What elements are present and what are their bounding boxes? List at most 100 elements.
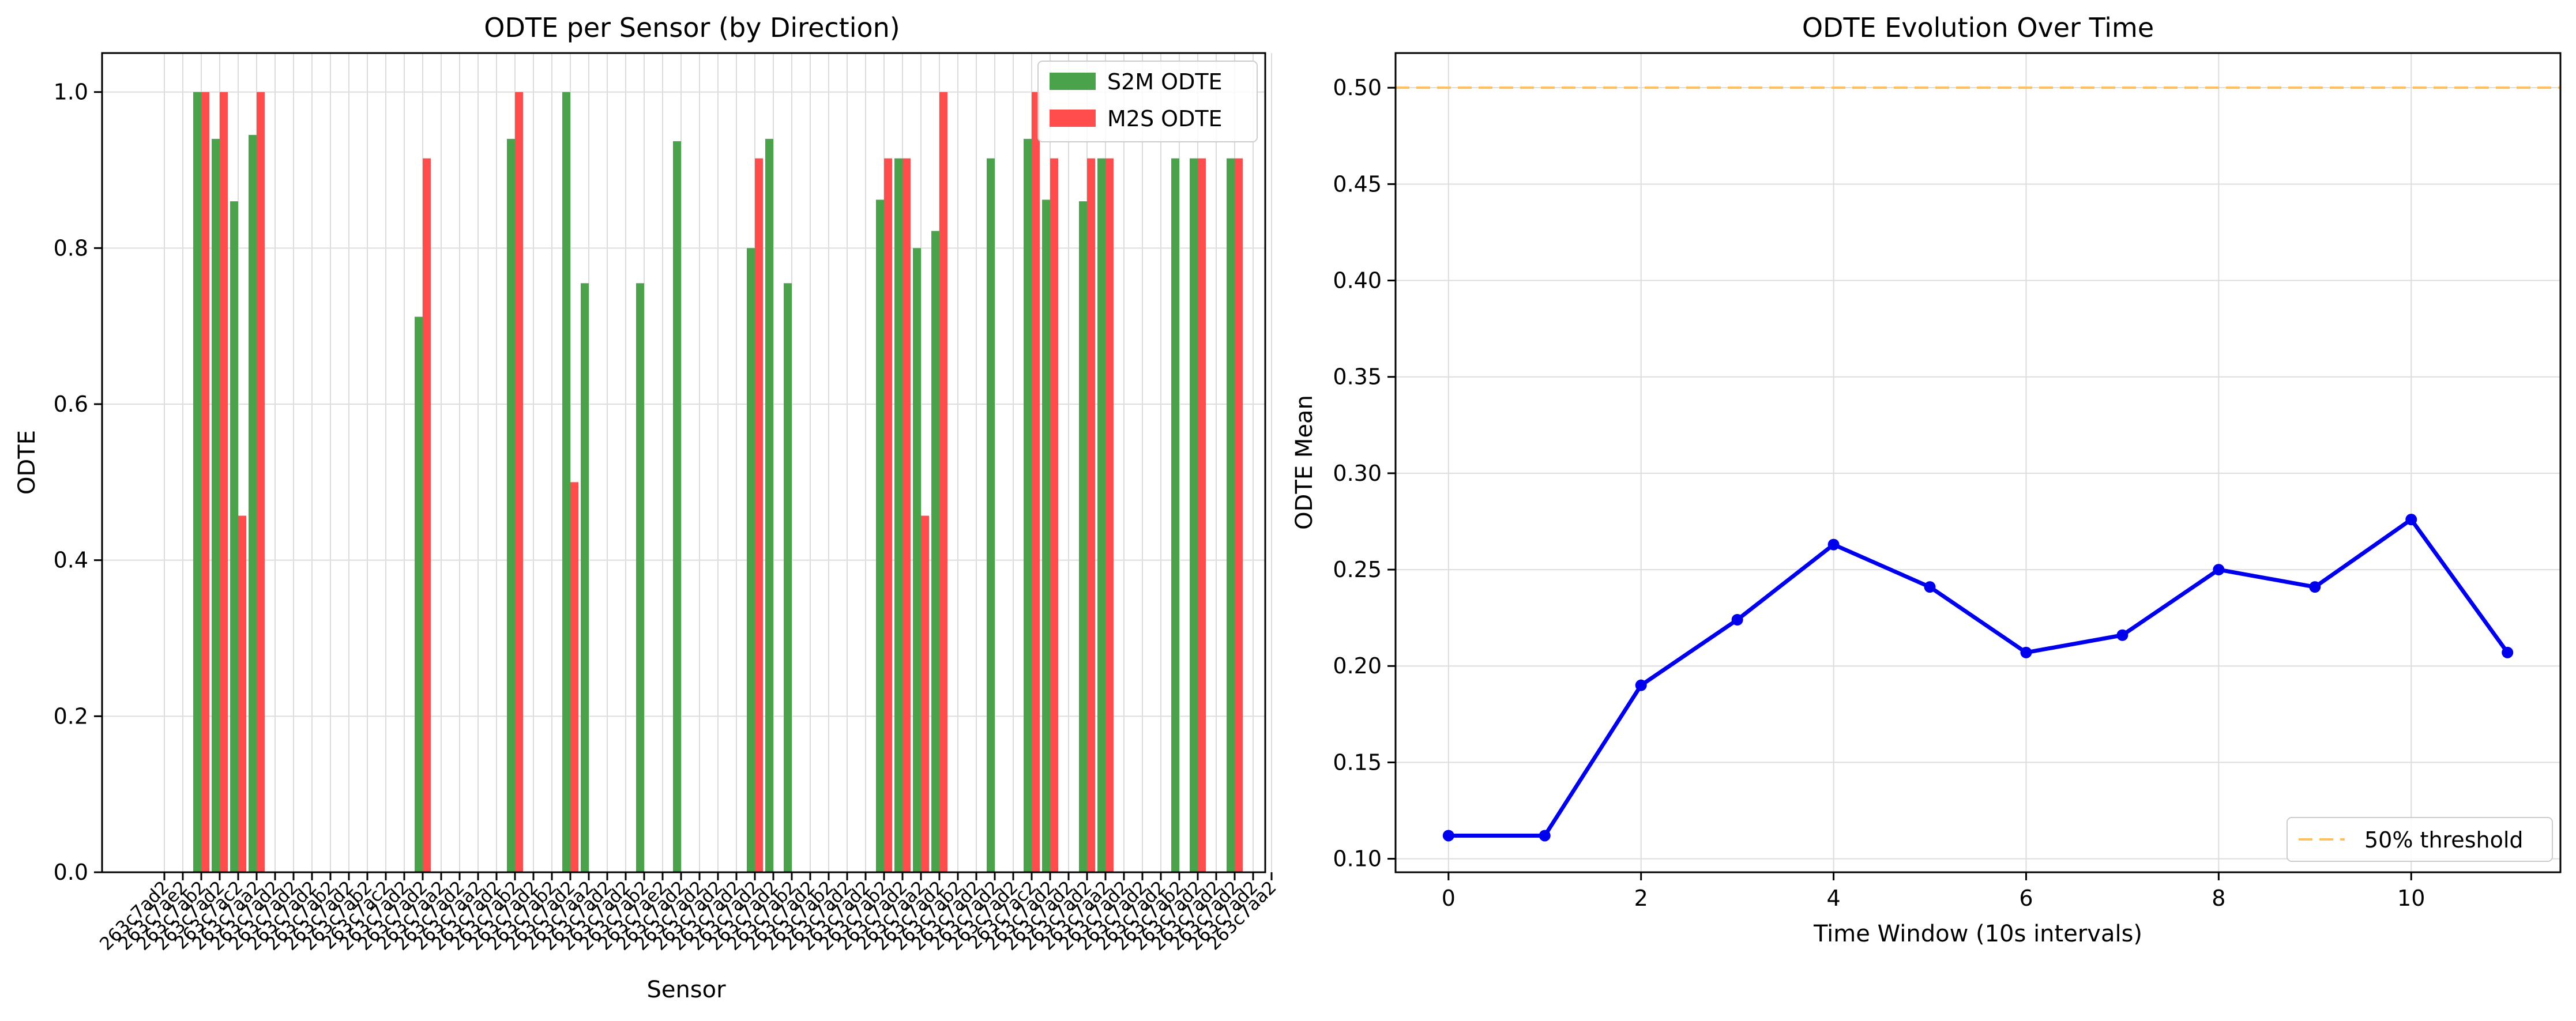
m2s-bar	[1032, 92, 1040, 873]
left-y-tick-label: 0.6	[54, 391, 88, 417]
odte-point	[2502, 646, 2514, 658]
legend-s2m-swatch	[1050, 73, 1096, 90]
legend-m2s-swatch	[1050, 110, 1096, 127]
s2m-bar	[673, 141, 681, 873]
s2m-bar	[1024, 138, 1032, 872]
left-x-axis-label: Sensor	[646, 977, 726, 1003]
s2m-bar	[1097, 158, 1105, 873]
left-y-tick-label: 0.0	[54, 860, 88, 885]
left-y-tick-label: 0.4	[54, 548, 88, 573]
odte-points	[1442, 514, 2514, 842]
s2m-bar	[1079, 201, 1087, 873]
right-legend-box	[2287, 817, 2553, 862]
odte-point	[1442, 830, 1454, 842]
left-y-tick-label: 0.2	[54, 703, 88, 729]
right-x-tick-label: 4	[1826, 886, 1840, 911]
m2s-bar	[1087, 158, 1095, 873]
right-y-tick-label: 0.20	[1333, 653, 1382, 679]
left-y-tick-label: 1.0	[54, 80, 88, 105]
odte-mean-line	[1448, 517, 2510, 838]
s2m-bar	[1227, 158, 1235, 873]
s2m-bar	[931, 231, 939, 872]
right-y-tick-label: 0.50	[1333, 75, 1382, 100]
m2s-bar	[939, 92, 947, 873]
m2s-bar	[755, 158, 763, 873]
s2m-bar	[987, 158, 995, 873]
right-x-tick-label: 0	[1442, 886, 1456, 911]
s2m-bar	[913, 248, 921, 872]
odte-point	[1635, 679, 1647, 691]
right-y-tick-label: 0.45	[1333, 171, 1382, 197]
odte-point	[2405, 514, 2417, 526]
m2s-bar	[201, 92, 209, 873]
right-y-axis: 0.10 0.15 0.20 0.25 0.30 0.35 0.40 0.45 0.50	[1333, 75, 1396, 872]
odte-point	[2020, 646, 2032, 658]
right-grid	[1396, 53, 2560, 872]
right-y-axis-label: ODTE Mean	[1291, 395, 1318, 530]
right-x-tick-label: 10	[2397, 886, 2425, 911]
m2s-bar	[423, 158, 431, 873]
s2m-bar	[507, 138, 515, 872]
left-chart-title: ODTE per Sensor (by Direction)	[484, 12, 900, 43]
legend-m2s-label: M2S ODTE	[1107, 106, 1223, 131]
left-grid	[102, 53, 1272, 873]
right-x-tick-label: 6	[2019, 886, 2033, 911]
right-x-axis: 0 2 4 6 8 10	[1442, 872, 2425, 911]
left-y-axis-label: ODTE	[14, 430, 40, 495]
odte-point	[2309, 581, 2321, 593]
odte-point	[2213, 564, 2225, 576]
m2s-bar	[1235, 158, 1243, 873]
odte-point	[1731, 613, 1743, 626]
s2m-bar	[415, 317, 423, 872]
right-x-tick-label: 2	[1634, 886, 1648, 911]
right-y-tick-label: 0.25	[1333, 557, 1382, 582]
left-plot-frame	[101, 52, 1266, 873]
s2m-bar	[581, 283, 589, 872]
s2m-bar	[1190, 158, 1198, 873]
s2m-bar	[212, 138, 220, 872]
right-x-axis-label: Time Window (10s intervals)	[1813, 921, 2142, 947]
odte-point	[1827, 538, 1840, 551]
left-y-axis: 0.0 0.2 0.4 0.6 0.8 1.0	[54, 80, 102, 885]
m2s-bar	[238, 515, 246, 872]
right-plot-frame	[1394, 52, 2562, 873]
m2s-bar	[884, 158, 892, 873]
legend-s2m-label: S2M ODTE	[1107, 69, 1223, 95]
s2m-bar	[765, 138, 773, 872]
m2s-bar	[515, 92, 523, 873]
right-x-tick-label: 8	[2212, 886, 2225, 911]
left-legend: S2M ODTE M2S ODTE	[1037, 61, 1258, 142]
left-chart-panel: ODTE per Sensor (by Direction) 0.0 0.2 0.4…	[14, 12, 1281, 1003]
m2s-bar	[1198, 158, 1206, 873]
m2s-bar	[1050, 158, 1058, 873]
right-y-tick-label: 0.40	[1333, 268, 1382, 293]
right-chart-panel: ODTE Evolution Over Time 0.10 0.15 0.20 0.2…	[1291, 12, 2562, 947]
m2s-bar	[921, 515, 929, 872]
left-y-tick-label: 0.8	[54, 235, 88, 261]
s2m-bar	[747, 248, 755, 872]
m2s-bar	[1105, 158, 1114, 873]
s2m-bar	[562, 92, 570, 873]
s2m-bar	[784, 283, 792, 872]
legend-threshold-label: 50% threshold	[2364, 827, 2524, 853]
left-bars	[193, 92, 1243, 873]
s2m-bar	[1171, 158, 1179, 873]
odte-point	[1539, 830, 1551, 842]
s2m-bar	[249, 135, 257, 873]
m2s-bar	[257, 92, 265, 873]
odte-point	[2116, 629, 2129, 641]
right-y-tick-label: 0.30	[1333, 461, 1382, 486]
right-y-tick-label: 0.15	[1333, 749, 1382, 775]
s2m-bar	[636, 283, 644, 872]
right-legend: 50% threshold	[2287, 817, 2553, 862]
odte-point	[1924, 581, 1936, 593]
left-x-axis: 263c7ad2263c7ae2263c7ab2263c7ad2263c7ac2…	[96, 872, 1281, 955]
right-chart-title: ODTE Evolution Over Time	[1802, 12, 2154, 43]
s2m-bar	[193, 92, 201, 873]
s2m-bar	[230, 201, 238, 873]
s2m-bar	[1042, 199, 1050, 873]
s2m-bar	[894, 158, 902, 873]
right-y-tick-label: 0.10	[1333, 846, 1382, 872]
right-y-tick-label: 0.35	[1333, 364, 1382, 390]
